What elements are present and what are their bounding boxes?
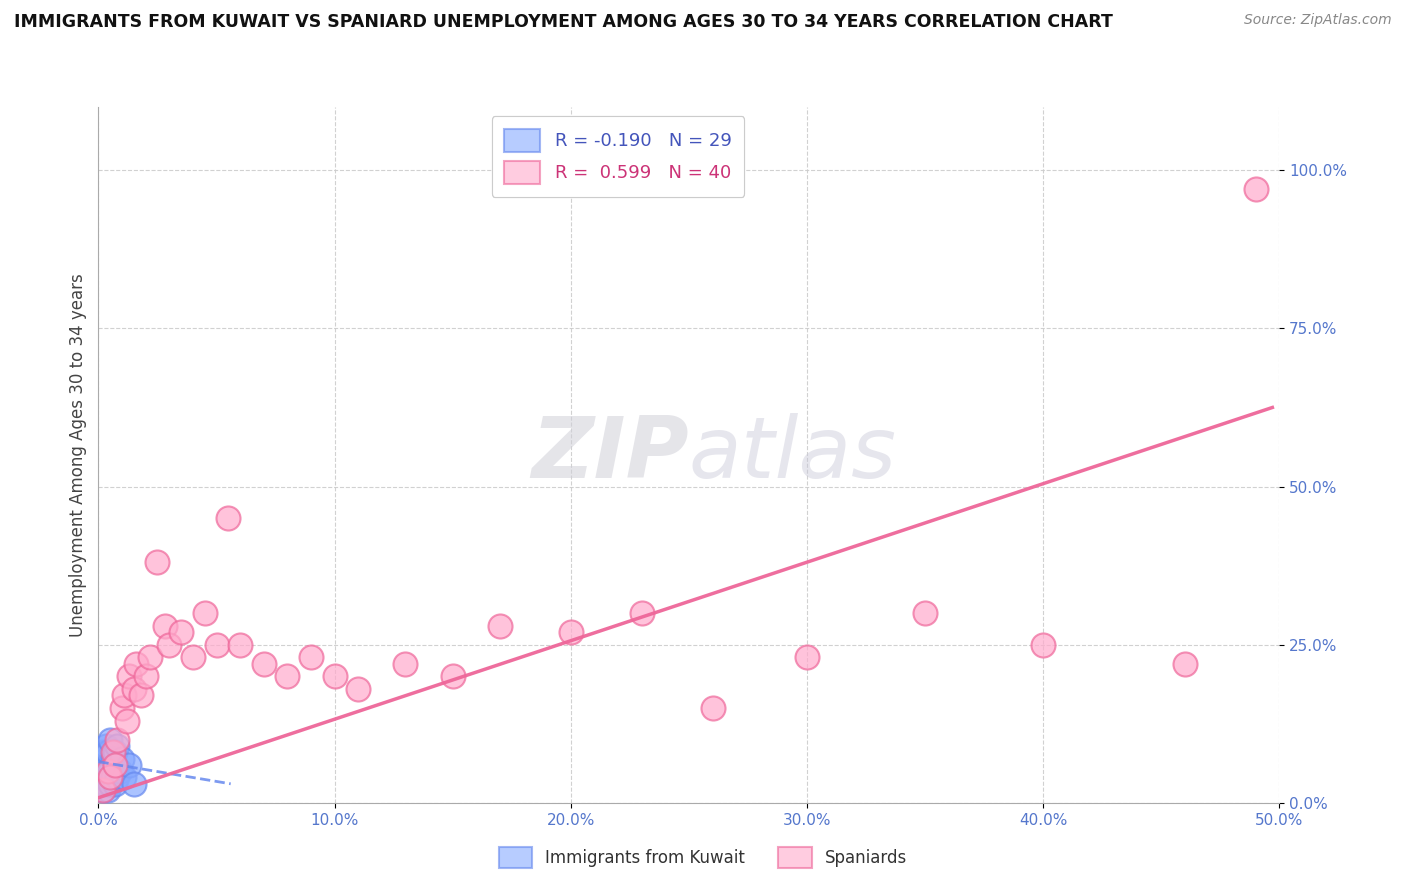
Point: [394, 657, 416, 671]
Point: [253, 657, 276, 671]
Point: [104, 777, 127, 791]
Text: ZIP: ZIP: [531, 413, 689, 497]
Point: [125, 657, 148, 671]
Point: [630, 606, 652, 620]
Point: [91, 783, 114, 797]
Point: [1244, 182, 1267, 196]
Text: atlas: atlas: [689, 413, 897, 497]
Point: [90, 751, 112, 765]
Text: IMMIGRANTS FROM KUWAIT VS SPANIARD UNEMPLOYMENT AMONG AGES 30 TO 34 YEARS CORREL: IMMIGRANTS FROM KUWAIT VS SPANIARD UNEMP…: [14, 13, 1114, 31]
Point: [91, 745, 114, 759]
Point: [91, 757, 114, 772]
Point: [153, 618, 176, 632]
Point: [94, 739, 117, 753]
Point: [560, 625, 582, 640]
Point: [323, 669, 346, 683]
Point: [157, 638, 180, 652]
Point: [139, 650, 162, 665]
Point: [217, 511, 239, 525]
Point: [702, 701, 724, 715]
Point: [1174, 657, 1197, 671]
Point: [98, 732, 121, 747]
Point: [181, 650, 204, 665]
Point: [914, 606, 936, 620]
Point: [229, 638, 252, 652]
Point: [118, 669, 141, 683]
Point: [90, 764, 112, 779]
Point: [194, 606, 217, 620]
Point: [94, 751, 117, 765]
Point: [796, 650, 818, 665]
Point: [441, 669, 464, 683]
Point: [91, 771, 114, 785]
Text: Source: ZipAtlas.com: Source: ZipAtlas.com: [1244, 13, 1392, 28]
Point: [97, 757, 120, 772]
Point: [94, 764, 117, 779]
Legend: Immigrants from Kuwait, Spaniards: Immigrants from Kuwait, Spaniards: [492, 840, 914, 875]
Point: [101, 751, 124, 765]
Point: [98, 777, 121, 791]
Legend: R = -0.190   N = 29, R =  0.599   N = 40: R = -0.190 N = 29, R = 0.599 N = 40: [492, 116, 744, 197]
Point: [115, 714, 138, 728]
Point: [111, 751, 134, 765]
Point: [299, 650, 322, 665]
Point: [112, 771, 135, 785]
Point: [105, 771, 128, 785]
Point: [146, 556, 169, 570]
Point: [98, 764, 121, 779]
Point: [94, 777, 117, 791]
Point: [347, 681, 370, 696]
Point: [105, 732, 128, 747]
Point: [104, 745, 127, 759]
Point: [118, 757, 141, 772]
Point: [122, 777, 145, 791]
Point: [135, 669, 157, 683]
Point: [105, 739, 128, 753]
Point: [98, 771, 121, 785]
Y-axis label: Unemployment Among Ages 30 to 34 years: Unemployment Among Ages 30 to 34 years: [69, 273, 87, 637]
Point: [101, 771, 124, 785]
Point: [205, 638, 228, 652]
Point: [91, 783, 114, 797]
Point: [170, 625, 193, 640]
Point: [129, 688, 152, 702]
Point: [112, 688, 135, 702]
Point: [97, 783, 120, 797]
Point: [101, 745, 124, 759]
Point: [97, 764, 120, 779]
Point: [489, 618, 512, 632]
Point: [104, 757, 127, 772]
Point: [104, 757, 127, 772]
Point: [111, 701, 134, 715]
Point: [1032, 638, 1054, 652]
Point: [108, 764, 131, 779]
Point: [122, 681, 145, 696]
Point: [276, 669, 298, 683]
Point: [90, 777, 112, 791]
Point: [97, 745, 120, 759]
